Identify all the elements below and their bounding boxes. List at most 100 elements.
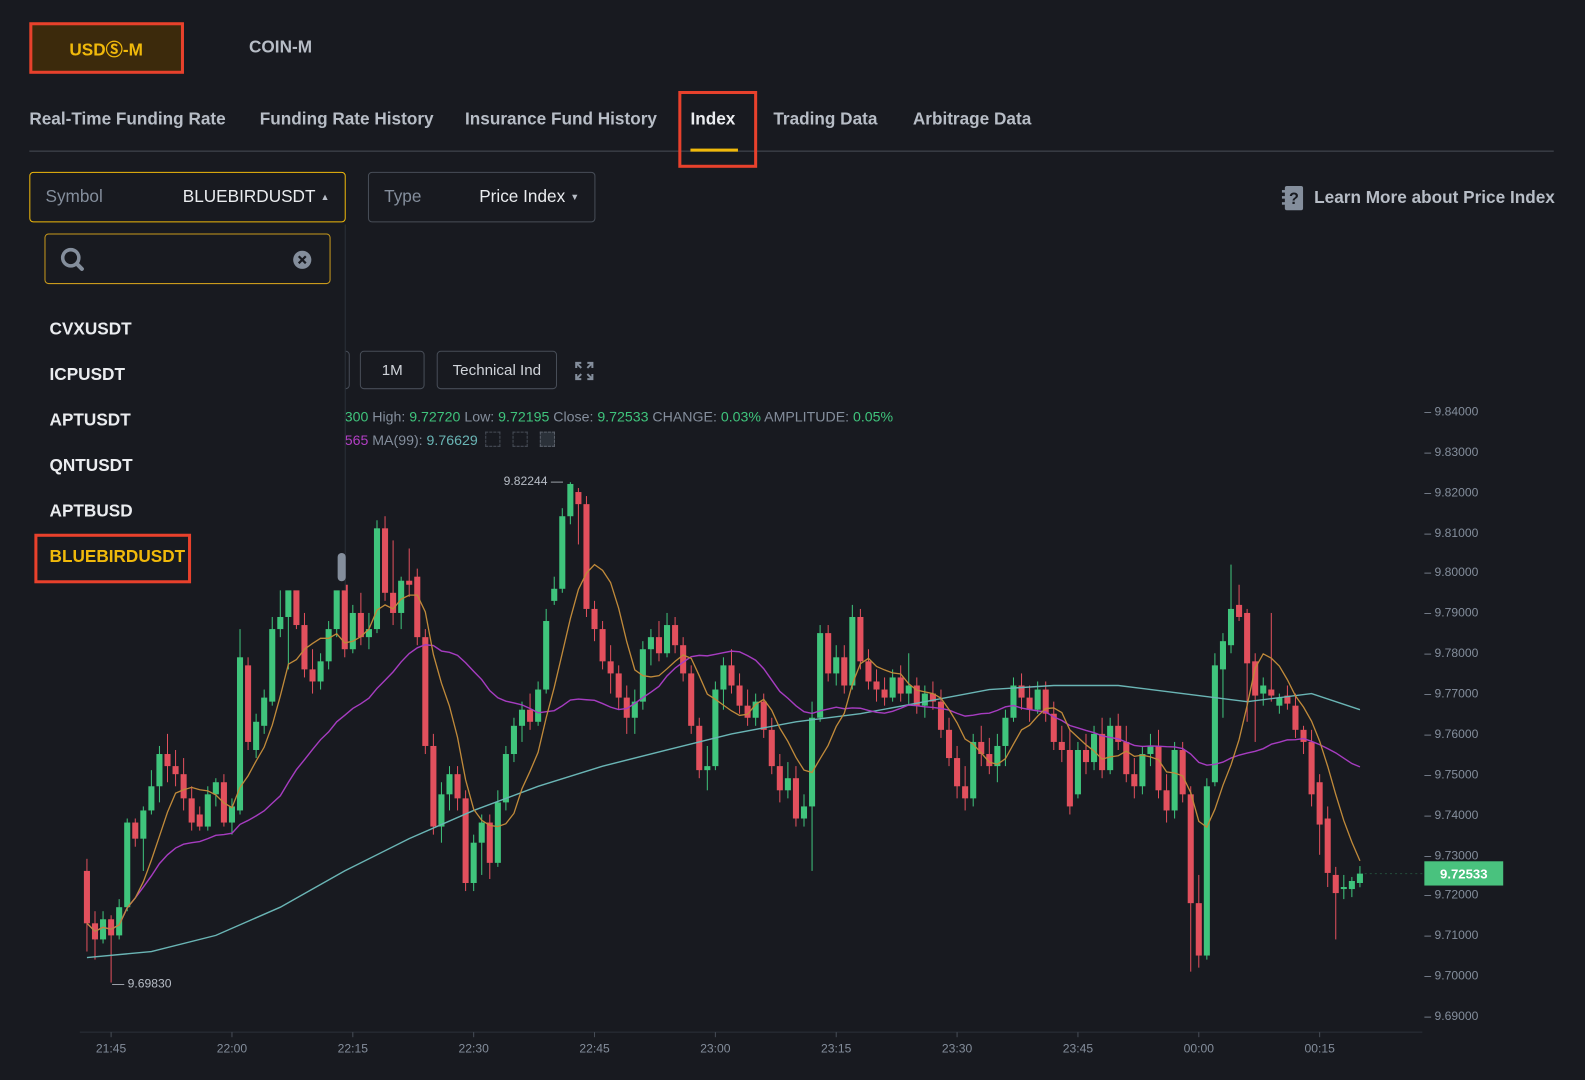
candle-down (1179, 749, 1186, 795)
y-tick-label: – 9.82000 (1424, 484, 1479, 500)
clear-icon[interactable] (292, 250, 312, 270)
search-input[interactable] (44, 233, 331, 285)
candle-up (535, 689, 542, 722)
y-tick-label: – 9.75000 (1424, 767, 1479, 782)
dropdown-item[interactable]: QNTUSDT (49, 455, 133, 476)
candle-down (1050, 713, 1057, 742)
candle-up (1147, 745, 1154, 755)
x-tick-label: 00:15 (1304, 1041, 1335, 1056)
candle-up (1171, 749, 1178, 811)
candle-up (277, 616, 284, 630)
candle-down (245, 665, 252, 742)
candle-down (1252, 661, 1259, 696)
settings-icon[interactable] (512, 431, 529, 448)
y-tick-label: – 9.72000 (1424, 888, 1479, 903)
svg-text:?: ? (1289, 190, 1299, 208)
candle-down (1244, 612, 1251, 664)
open-value-fragment: 300 (344, 408, 369, 425)
type-select[interactable]: Type Price Index ▼ (367, 171, 596, 223)
dropdown-item[interactable]: APTUSDT (49, 410, 131, 430)
candle-down (108, 919, 115, 936)
candle-up (1107, 725, 1114, 771)
ma-toggle-icons[interactable] (482, 431, 556, 450)
candle-up (1091, 733, 1098, 763)
candle-down (583, 504, 590, 609)
candle-up (325, 629, 332, 662)
candle-down (986, 754, 993, 767)
candle-up (631, 701, 638, 718)
expand-icon[interactable] (574, 361, 594, 381)
candle-up (1276, 697, 1283, 706)
y-tick-label: – 9.74000 (1424, 807, 1479, 822)
candle-down (672, 625, 679, 646)
candle-down (527, 709, 534, 722)
eye-icon[interactable] (485, 431, 501, 448)
learn-more-link[interactable]: ? Learn More about Price Index (1281, 185, 1555, 211)
close-icon[interactable] (540, 431, 556, 448)
tab-arbitrage-data[interactable]: Arbitrage Data (912, 109, 1032, 129)
candle-down (406, 580, 413, 585)
tab-usds-m[interactable]: USDⓈ-M (29, 22, 183, 73)
amplitude-value: 0.05% (852, 408, 894, 425)
tab-real-time-funding-rate[interactable]: Real-Time Funding Rate (29, 109, 226, 129)
dropdown-item[interactable]: CVXUSDT (49, 319, 132, 339)
candle-down (655, 637, 663, 654)
candle-up (518, 709, 526, 726)
candle-up (398, 580, 405, 613)
candle-down (873, 681, 880, 690)
ma-info: 565 MA(99): 9.76629 (345, 431, 556, 450)
candle-up (905, 685, 912, 694)
candle-down (1308, 741, 1315, 795)
low-value: 9.72195 (498, 408, 550, 425)
candle-up (970, 741, 977, 799)
candle-up (647, 637, 654, 650)
dropdown-item[interactable]: ICPUSDT (49, 364, 125, 385)
candle-down (913, 685, 920, 706)
candle-down (196, 814, 203, 827)
candle-up (140, 810, 147, 839)
candle-up (470, 842, 477, 883)
search-icon (60, 247, 84, 271)
candle-up (704, 766, 711, 771)
candle-down (132, 822, 139, 839)
candle-up (502, 754, 509, 803)
interval-1m-button[interactable]: 1M (359, 350, 425, 390)
candle-down (962, 786, 969, 799)
candle-up (494, 802, 501, 863)
ma99-line (86, 684, 1361, 959)
candle-down (462, 798, 469, 883)
technical-indicators-button[interactable]: Technical Ind (436, 350, 558, 390)
candle-down (929, 693, 936, 702)
candle-down (1187, 794, 1194, 904)
candle-down (357, 612, 364, 638)
candle-down (1236, 604, 1243, 617)
candle-up (510, 725, 517, 755)
candle-up (1034, 689, 1041, 710)
candle-up (228, 806, 235, 823)
candle-down (776, 766, 783, 791)
candle-down (954, 758, 961, 787)
x-tick-label: 23:45 (1062, 1041, 1094, 1056)
candle-down (1082, 749, 1090, 763)
tab-insurance-fund-history[interactable]: Insurance Fund History (465, 109, 657, 129)
symbol-select[interactable]: Symbol BLUEBIRDUSDT ▲ (29, 171, 346, 223)
y-tick-label: – 9.77000 (1424, 686, 1479, 701)
candle-down (172, 766, 179, 775)
ma25-line (86, 644, 1361, 933)
y-tick-label: – 9.78000 (1424, 646, 1479, 661)
dropdown-scrollbar[interactable] (337, 552, 346, 582)
tab-trading-data[interactable]: Trading Data (773, 109, 878, 129)
dropdown-item-selected[interactable]: BLUEBIRDUSDT (49, 546, 186, 567)
dropdown-item[interactable]: APTBUSD (49, 501, 133, 521)
x-tick-label: 22:00 (216, 1041, 248, 1056)
symbol-label: Symbol (45, 187, 103, 207)
tab-coin-m[interactable]: COIN-M (249, 37, 313, 57)
y-tick-label: – 9.76000 (1424, 726, 1479, 741)
candle-up (333, 584, 340, 630)
help-book-icon: ? (1281, 186, 1304, 211)
candle-up (148, 786, 155, 811)
tab-funding-rate-history[interactable]: Funding Rate History (259, 109, 434, 129)
tab-index[interactable]: Index (690, 109, 736, 129)
candle-down (1115, 725, 1122, 742)
